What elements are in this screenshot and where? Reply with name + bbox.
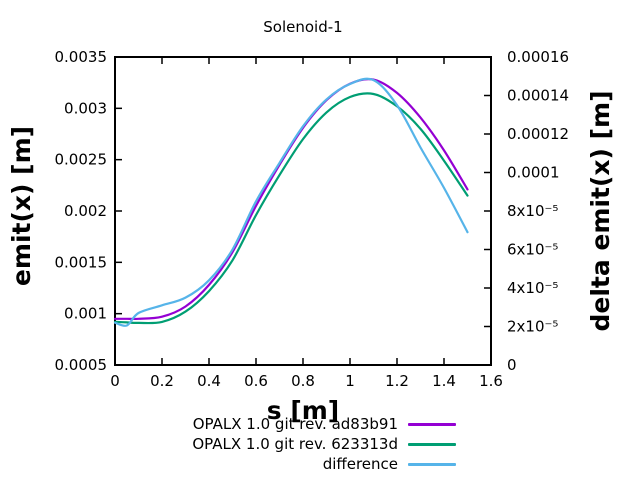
tick-label: 0.4: [197, 372, 221, 390]
tick-label: 0.2: [150, 372, 174, 390]
series-line-difference: [113, 77, 469, 327]
x-axis-label: s [m]: [266, 396, 340, 425]
chart-title: Solenoid-1: [263, 18, 343, 36]
tick-label: 0.0015: [55, 253, 108, 271]
tick-label: 0.6: [244, 372, 268, 390]
tick-label: 2x10⁻⁵: [507, 318, 558, 336]
legend-item: OPALX 1.0 git rev. ad83b91: [0, 414, 456, 434]
tick-label: 1.4: [432, 372, 456, 390]
tick-label: 8x10⁻⁵: [507, 202, 558, 220]
legend-label: OPALX 1.0 git rev. ad83b91: [192, 415, 398, 433]
tick-label: 1: [345, 372, 355, 390]
legend-item: OPALX 1.0 git rev. 623313d: [0, 434, 456, 454]
tick-label: 0.002: [64, 202, 107, 220]
tick-label: 0.00016: [507, 48, 569, 66]
tick-label: 0.003: [64, 99, 107, 117]
legend: OPALX 1.0 git rev. ad83b91 OPALX 1.0 git…: [0, 414, 456, 474]
legend-line-swatch: [408, 442, 456, 446]
series-line-opalx-1-0-git-rev-623313d: [113, 92, 469, 325]
y-axis-label-right: delta emit(x) [m]: [586, 90, 615, 332]
legend-label: OPALX 1.0 git rev. 623313d: [192, 435, 398, 453]
legend-item: difference: [0, 454, 456, 474]
tick-label: 0.001: [64, 305, 107, 323]
legend-line-swatch: [408, 422, 456, 426]
tick-label: 0.0035: [55, 48, 108, 66]
tick-label: 0.00014: [507, 87, 569, 105]
tick-label: 0.0025: [55, 151, 108, 169]
series-line-opalx-1-0-git-rev-ad83b91: [113, 77, 469, 321]
tick-label: 4x10⁻⁵: [507, 279, 558, 297]
legend-label: difference: [322, 455, 398, 473]
tick-label: 0: [507, 356, 517, 374]
tick-label: 1.6: [479, 372, 503, 390]
tick-label: 0.0001: [507, 164, 560, 182]
tick-label: 6x10⁻⁵: [507, 241, 558, 259]
tick-label: 1.2: [385, 372, 409, 390]
tick-label: 0.8: [291, 372, 315, 390]
tick-label: 0: [110, 372, 120, 390]
tick-label: 0.0005: [55, 356, 108, 374]
tick-label: 0.00012: [507, 125, 569, 143]
legend-line-swatch: [408, 462, 456, 466]
y-axis-label-left: emit(x) [m]: [7, 125, 36, 287]
